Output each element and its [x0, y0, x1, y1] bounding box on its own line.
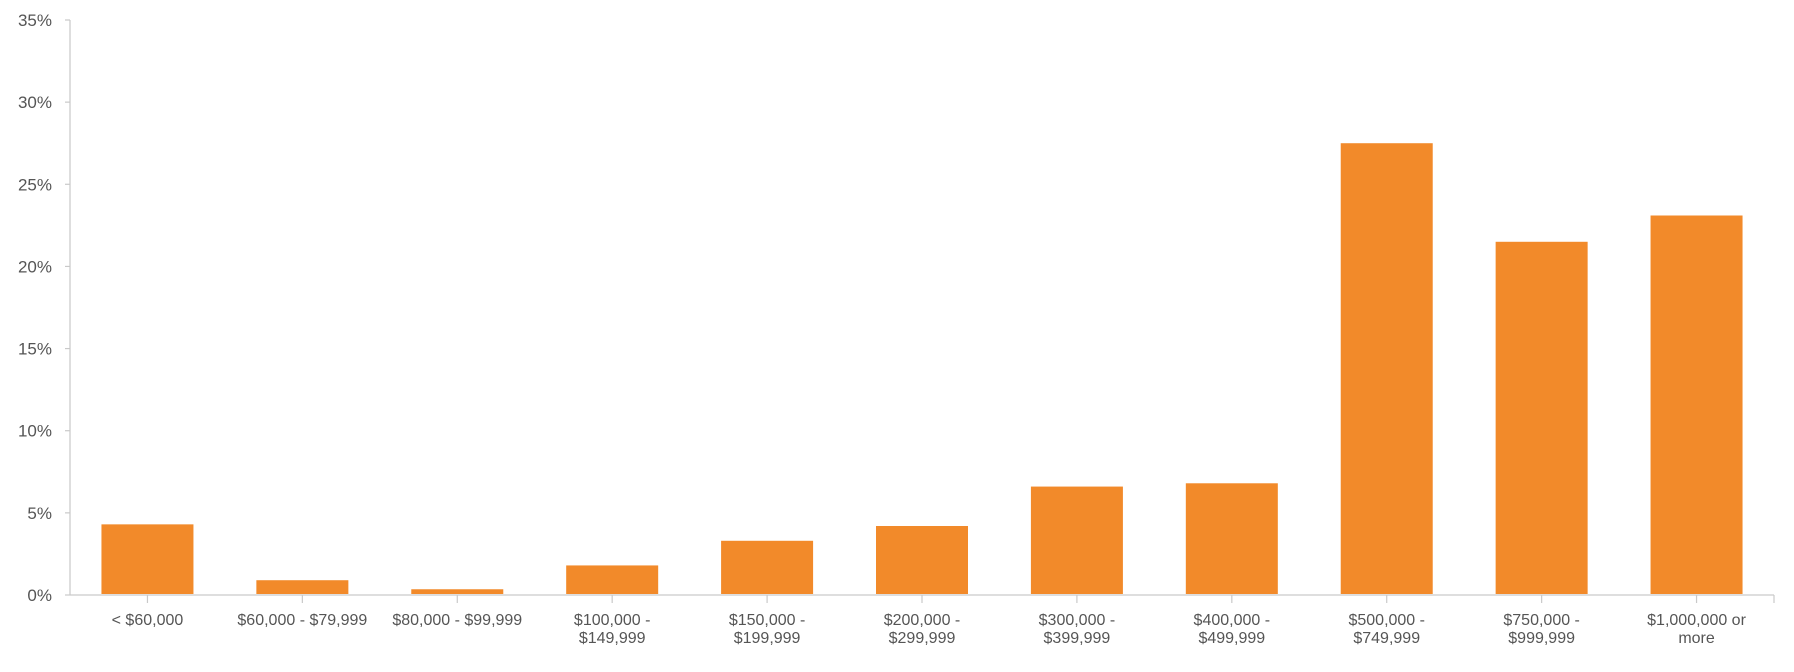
y-tick-label: 5% [27, 504, 52, 523]
x-tick-label-line: $200,000 - [884, 612, 961, 629]
bar[interactable] [101, 524, 194, 594]
x-tick-label: $1,000,000 or more [1647, 612, 1746, 647]
bar[interactable] [411, 589, 504, 594]
x-tick-label: $100,000 -$149,999 [574, 612, 651, 647]
x-tick-label: $80,000 - $99,999 [392, 612, 522, 629]
x-tick-label-line: $1,000,000 or [1647, 612, 1746, 629]
x-tick-label: $400,000 -$499,999 [1194, 612, 1271, 647]
x-axis: < $60,000 $60,000 - $79,999 $80,000 - $99,… [70, 594, 1775, 647]
x-tick-label-line: $499,999 [1198, 630, 1265, 647]
x-tick-label-line: $149,999 [579, 630, 646, 647]
x-tick-label-line: $399,999 [1044, 630, 1111, 647]
bar[interactable] [1030, 486, 1123, 594]
x-tick-label-line: $749,999 [1353, 630, 1420, 647]
x-tick-label: $500,000 -$749,999 [1348, 612, 1425, 647]
x-tick-label: $750,000 -$999,999 [1503, 612, 1580, 647]
y-tick-label: 25% [18, 175, 52, 194]
x-tick-label-line: $150,000 - [729, 612, 806, 629]
bar[interactable] [721, 540, 814, 594]
x-tick-label: < $60,000 [112, 612, 184, 629]
y-tick-label: 15% [18, 340, 52, 359]
x-tick-label-line: $60,000 - $79,999 [237, 612, 367, 629]
x-tick-label-line: $999,999 [1508, 630, 1575, 647]
x-tick-label-line: $80,000 - $99,999 [392, 612, 522, 629]
bar[interactable] [1340, 143, 1433, 594]
bar[interactable] [566, 565, 659, 594]
x-tick-label-line: $500,000 - [1348, 612, 1425, 629]
x-tick-label-line: more [1678, 630, 1715, 647]
y-tick-label: 30% [18, 93, 52, 112]
x-tick-label-line: $299,999 [889, 630, 956, 647]
y-tick-label: 20% [18, 257, 52, 276]
x-tick-label-line: $300,000 - [1039, 612, 1116, 629]
x-tick-label-line: $400,000 - [1194, 612, 1271, 629]
x-tick-label-line: $100,000 - [574, 612, 651, 629]
x-tick-label: $60,000 - $79,999 [237, 612, 367, 629]
y-axis: 0% 5% 10% 15% 20% 25% 30% 35% [18, 11, 71, 605]
bar[interactable] [1185, 483, 1278, 594]
y-tick-label: 0% [27, 586, 52, 605]
bar[interactable] [876, 526, 968, 594]
bar[interactable] [1650, 215, 1743, 595]
x-tick-label-line: < $60,000 [112, 612, 184, 629]
x-tick-label-line: $750,000 - [1503, 612, 1580, 629]
bar[interactable] [1495, 241, 1588, 595]
bars [101, 143, 1743, 595]
x-tick-label-line: $199,999 [734, 630, 801, 647]
x-tick-label: $150,000 -$199,999 [729, 612, 806, 647]
x-tick-label: $300,000 -$399,999 [1039, 612, 1116, 647]
y-tick-label: 10% [18, 422, 52, 441]
bar[interactable] [256, 580, 349, 594]
x-tick-label: $200,000 -$299,999 [884, 612, 961, 647]
y-tick-label: 35% [18, 11, 52, 30]
